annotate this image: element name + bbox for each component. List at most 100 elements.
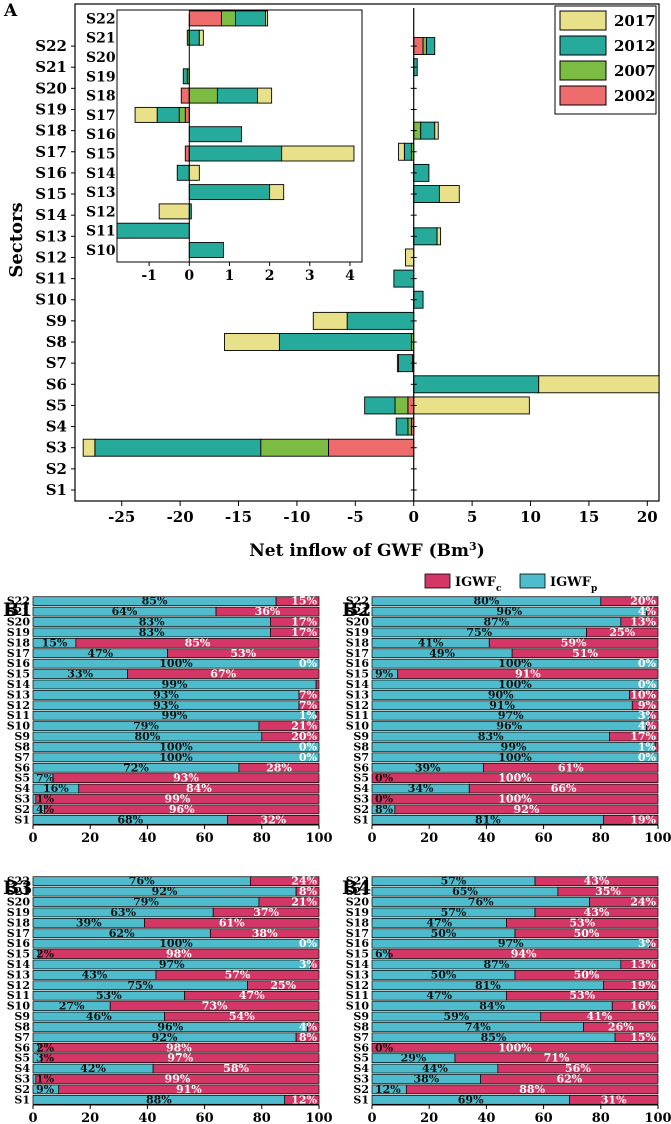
- inset-xtick-label: 0: [184, 268, 194, 284]
- panel-a-bar: [420, 121, 436, 140]
- xtick-label: 100: [644, 831, 671, 846]
- panel-a-bar: [364, 396, 396, 415]
- label-igwfp: 76%: [129, 875, 155, 888]
- inset-bar: [182, 68, 188, 85]
- panel-a-ytick-label: S17: [35, 143, 67, 161]
- label-igwfc: 92%: [514, 803, 540, 816]
- bar-igwfc: [270, 627, 320, 638]
- xtick-label: 0: [367, 831, 376, 846]
- ytick-label: S1: [14, 813, 30, 826]
- label-igwfp: 49%: [429, 647, 455, 660]
- ytick-label: S14: [346, 678, 370, 691]
- ytick-label: S3: [353, 792, 369, 805]
- label-igwfp: 65%: [452, 885, 478, 898]
- panel-a-ytick-label: S13: [35, 227, 67, 245]
- label-igwfp: 96%: [157, 1020, 183, 1033]
- bar-igwfc: [75, 638, 320, 648]
- label-igwfc: 85%: [185, 636, 211, 649]
- label-igwfc: 13%: [630, 616, 656, 629]
- bar-igwfc: [646, 721, 659, 731]
- label-igwfp: 1%: [36, 792, 55, 805]
- label-igwfp: 88%: [146, 1093, 172, 1106]
- label-igwfp: 96%: [496, 720, 522, 733]
- bar-igwfc: [388, 949, 659, 959]
- legend-swatch: [559, 35, 607, 56]
- label-igwfp: 100%: [498, 657, 532, 670]
- label-igwfp: 85%: [481, 1031, 507, 1044]
- ytick-label: S4: [14, 1062, 30, 1075]
- ytick-label: S2: [353, 1083, 369, 1096]
- label-igwfp: 1%: [36, 1072, 55, 1085]
- bar-igwfc: [184, 990, 320, 1001]
- bar-igwfc: [247, 980, 320, 991]
- label-igwfp: 93%: [153, 688, 179, 701]
- ytick-label: S16: [346, 657, 370, 670]
- bar-igwfc: [649, 710, 659, 721]
- label-igwfp: 3%: [36, 1052, 55, 1065]
- bar-igwfc: [611, 1001, 659, 1011]
- inset-bar: [134, 106, 158, 123]
- panel-a-legend: 2017 2012 2007 2002: [554, 5, 657, 115]
- ytick-label: S11: [346, 989, 369, 1002]
- label-igwfc: 35%: [595, 885, 621, 898]
- label-igwfp: 100%: [498, 751, 532, 764]
- ytick-label: S19: [346, 626, 369, 639]
- inset-bar: [188, 126, 242, 143]
- label-igwfc: 100%: [498, 772, 532, 785]
- bar-igwfc: [371, 773, 659, 783]
- label-igwfc: 98%: [166, 948, 192, 961]
- panel-a-bar: [394, 396, 409, 415]
- legend-label: 2002: [614, 87, 656, 105]
- inset-ytick-label: S13: [86, 185, 116, 201]
- inset-bar: [188, 29, 200, 46]
- ytick-label: S20: [346, 896, 370, 909]
- panel-a-bar: [312, 311, 348, 330]
- label-igwfp: 44%: [422, 1062, 448, 1075]
- panel-a-bar: [413, 396, 530, 415]
- bar-igwfc: [568, 1094, 659, 1105]
- panel-a-bar: [346, 311, 415, 330]
- panel-a-ytick-label: S14: [35, 206, 67, 224]
- inset-xtick-label: -1: [141, 268, 157, 284]
- ytick-label: S3: [14, 1072, 30, 1085]
- panel-a-bar: [395, 417, 409, 436]
- ytick-label: S9: [14, 730, 30, 743]
- ytick-label: S7: [353, 1031, 369, 1044]
- panel-a-bar: [538, 375, 660, 394]
- ytick-label: S9: [353, 1010, 369, 1023]
- panel-a-bar: [413, 227, 438, 246]
- bar-igwfc: [295, 886, 320, 897]
- label-igwfc: 57%: [225, 968, 251, 981]
- panel-a-ytick-label: S16: [35, 164, 67, 182]
- bar-igwfc: [238, 762, 320, 773]
- label-igwfc: 54%: [229, 1010, 255, 1023]
- panel-a-xtick-label: 5: [467, 508, 477, 526]
- label-igwfp: 12%: [375, 1083, 401, 1096]
- label-igwfp: 59%: [443, 1010, 469, 1023]
- panel-a-bar: [434, 121, 439, 140]
- label-igwfp: 64%: [112, 605, 138, 618]
- ytick-label: S20: [7, 896, 31, 909]
- legend-swatch-igwfc: [424, 573, 451, 589]
- label-igwfp: 83%: [478, 730, 504, 743]
- label-igwfc: 0%: [299, 937, 318, 950]
- label-igwfc: 0%: [299, 657, 318, 670]
- label-igwfc: 43%: [584, 906, 610, 919]
- label-igwfp: 41%: [418, 636, 444, 649]
- panel-a-ytick-label: S3: [46, 439, 67, 457]
- label-igwfc: 17%: [291, 616, 317, 629]
- panel-b3-label: B3: [3, 877, 32, 899]
- legend-label: 2007: [614, 62, 656, 80]
- label-igwfc: 58%: [223, 1062, 249, 1075]
- label-igwfp: 99%: [162, 709, 188, 722]
- label-igwfc: 50%: [574, 968, 600, 981]
- ytick-label: S21: [7, 885, 30, 898]
- ytick-label: S20: [7, 616, 31, 629]
- label-igwfc: 17%: [630, 730, 656, 743]
- inset-xtick-label: 4: [345, 268, 355, 284]
- label-igwfp: 80%: [135, 730, 161, 743]
- xtick-label: 100: [305, 1111, 332, 1124]
- bar-igwfc: [483, 762, 659, 773]
- panel-a-bar: [413, 375, 540, 394]
- bar-igwfc: [488, 638, 659, 648]
